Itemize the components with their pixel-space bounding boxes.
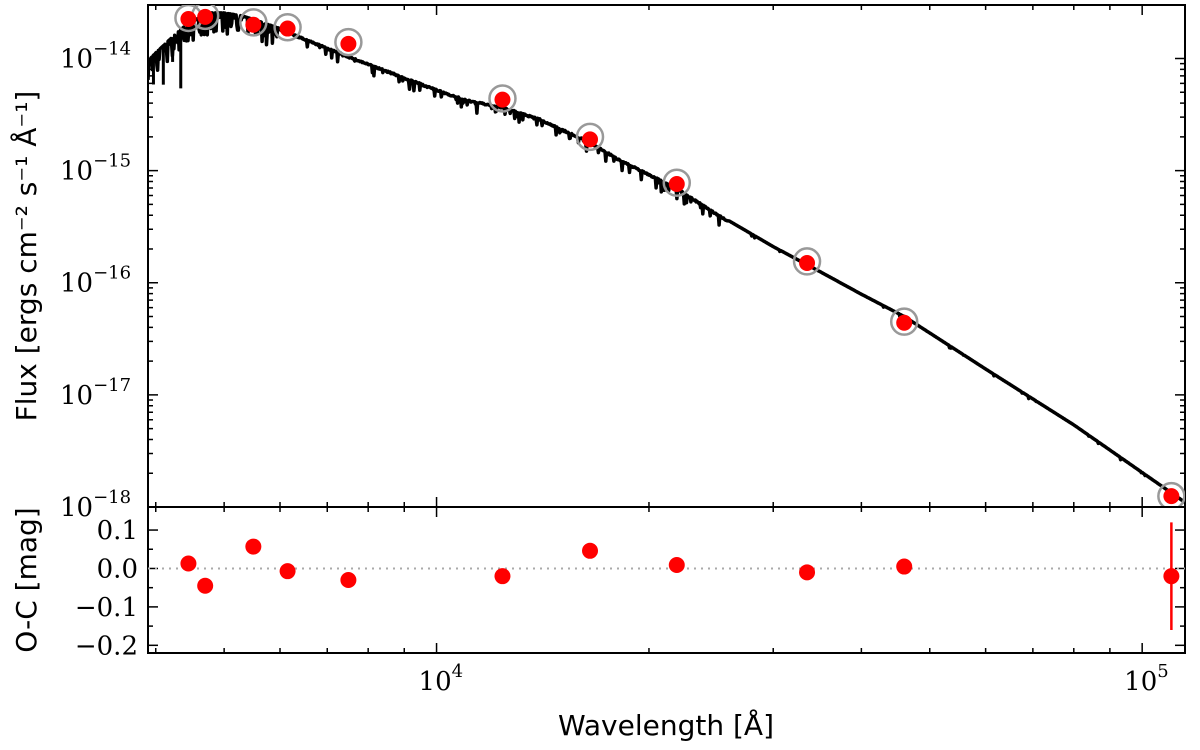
tick-exponent: −15 xyxy=(93,151,131,172)
model-photometry-point xyxy=(575,122,605,152)
model-photometry-point xyxy=(334,27,363,57)
residual-panel: 0.10.0−0.1−0.2 104 105 O-C [mag] Waveleng… xyxy=(10,506,1186,742)
observed-photometry-point xyxy=(668,175,685,192)
residual-point xyxy=(896,558,913,575)
model-photometry-point xyxy=(792,247,822,276)
model-photometry-point xyxy=(488,84,517,113)
tick-exponent: −16 xyxy=(93,263,131,284)
tick-exponent: −18 xyxy=(93,487,131,508)
residual-point xyxy=(197,577,214,594)
observed-photometry-point xyxy=(582,131,599,148)
tick-mantissa: 10 xyxy=(1124,667,1157,697)
observed-photometry-point xyxy=(799,255,816,272)
observed-photometry-point xyxy=(245,16,262,33)
residual-point xyxy=(180,555,197,572)
sed-y-tick-label: 10−14 xyxy=(60,38,131,74)
residual-y-tick-label: 0.1 xyxy=(97,516,138,546)
residual-point xyxy=(668,557,685,574)
tick-mantissa: 10 xyxy=(60,269,93,299)
residual-point xyxy=(245,538,262,555)
x-tick-label: 104 xyxy=(419,661,464,697)
model-photometry-point xyxy=(889,307,919,336)
residual-y-tick-labels: 0.1 0.0 −0.1 −0.2 xyxy=(75,516,138,661)
tick-mantissa: 10 xyxy=(60,381,93,411)
residual-point xyxy=(279,563,296,580)
tick-exponent: 5 xyxy=(1157,661,1168,682)
sed-panel-ticks xyxy=(148,5,1185,508)
model-photometry-point xyxy=(239,8,268,37)
observed-photometry-point xyxy=(180,11,197,28)
x-tick-label: 105 xyxy=(1124,661,1169,697)
sed-y-tick-label: 10−18 xyxy=(60,487,131,523)
residual-point xyxy=(582,542,599,559)
residual-point xyxy=(799,564,816,581)
sed-y-tick-label: 10−17 xyxy=(60,375,131,411)
x-tick-labels: 104 105 xyxy=(419,661,1169,697)
sed-y-axis-title: Flux [ergs cm⁻² s⁻¹ Å⁻¹] xyxy=(9,91,43,422)
tick-mantissa: 10 xyxy=(60,157,93,187)
residual-y-tick-label: −0.1 xyxy=(75,593,138,623)
sed-y-tick-label: 10−15 xyxy=(60,151,131,187)
x-axis-title: Wavelength [Å] xyxy=(558,708,774,742)
residual-point xyxy=(494,568,511,585)
residual-point xyxy=(1163,568,1180,585)
sed-panel-frame xyxy=(147,4,1186,508)
tick-mantissa: 10 xyxy=(60,493,93,523)
observed-photometry-point xyxy=(1163,488,1180,505)
model-spectrum-line xyxy=(148,11,1185,504)
residual-y-tick-label: −0.2 xyxy=(75,631,138,661)
observed-photometry-point xyxy=(494,91,511,108)
observed-photometry-point xyxy=(896,314,913,331)
tick-exponent: −17 xyxy=(93,375,131,396)
residual-y-axis-title: O-C [mag] xyxy=(10,507,43,652)
tick-exponent: 4 xyxy=(452,661,463,682)
observed-photometry-point xyxy=(197,8,214,25)
observed-photometry-point xyxy=(340,35,357,52)
tick-mantissa: 10 xyxy=(419,667,452,697)
residual-point xyxy=(340,572,357,588)
observed-photometry-point xyxy=(279,20,296,37)
tick-mantissa: 10 xyxy=(60,44,93,74)
residual-plot-area xyxy=(148,522,1185,630)
sed-y-tick-label: 10−16 xyxy=(60,263,131,299)
model-photometry-point xyxy=(273,12,302,42)
residual-panel-ticks xyxy=(148,507,1185,653)
model-photometry-point xyxy=(662,168,692,197)
sed-plot-area xyxy=(148,5,1185,507)
tick-exponent: −14 xyxy=(93,38,131,59)
residual-y-tick-label: 0.0 xyxy=(97,554,138,584)
model-photometry-point xyxy=(1157,481,1185,507)
residual-panel-frame xyxy=(147,506,1186,654)
